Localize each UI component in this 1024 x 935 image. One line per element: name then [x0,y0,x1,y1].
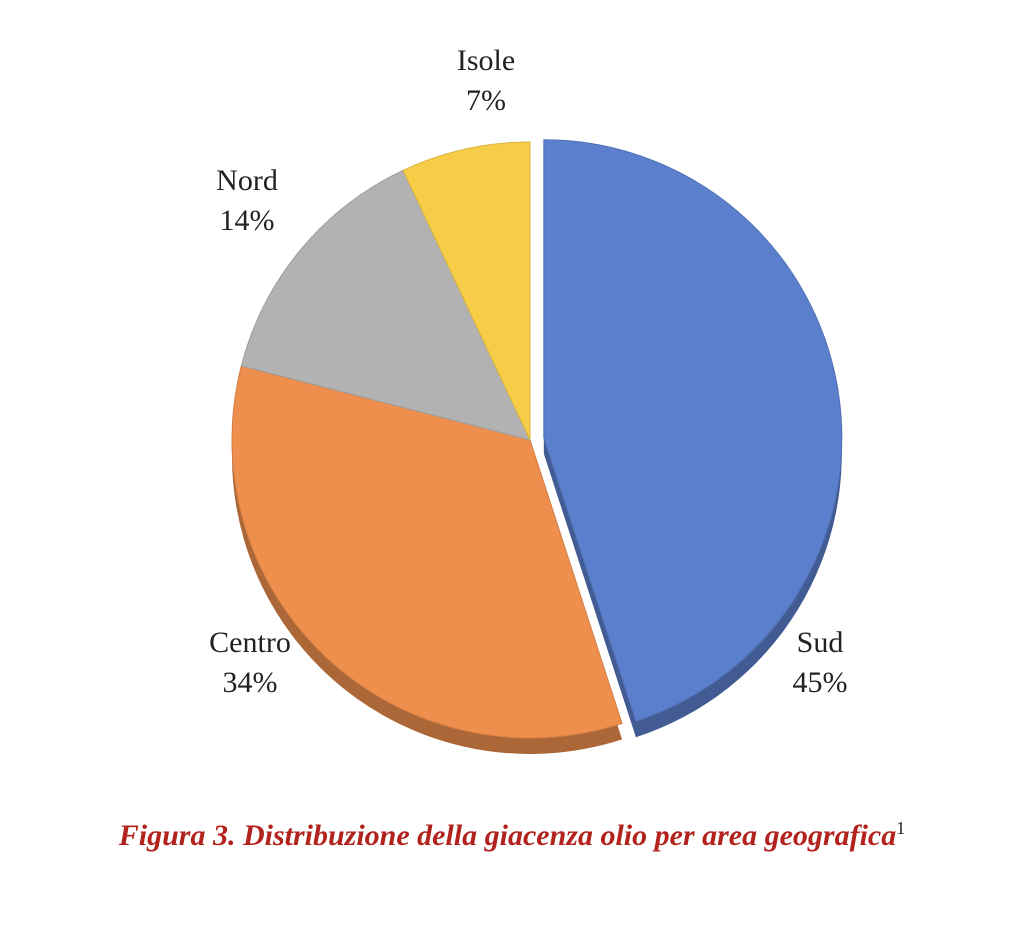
pie-slice-centro [231,365,623,739]
pie-chart: Sud 45% Centro 34% Nord 14% Isole 7% [209,44,848,754]
figure-caption: Figura 3. Distribuzione della giacenza o… [0,818,1024,853]
pie-slice-nord [240,169,531,441]
slice-label-isole: Isole [457,44,515,77]
slice-label-nord: Nord [216,164,278,197]
pie-slices [231,139,843,739]
slice-value-centro: 34% [223,666,278,699]
slice-label-centro: Centro [209,626,291,659]
pie-labels: Sud 45% Centro 34% Nord 14% Isole 7% [209,44,847,699]
slice-value-sud: 45% [793,666,848,699]
pie-slice-isole [402,141,531,441]
footnote-marker: 1 [896,818,906,838]
slice-label-sud: Sud [797,626,844,659]
figure-caption-text: Figura 3. Distribuzione della giacenza o… [118,819,897,852]
slice-value-isole: 7% [466,84,506,117]
pie-slice-sud [543,139,843,722]
slice-value-nord: 14% [220,204,275,237]
